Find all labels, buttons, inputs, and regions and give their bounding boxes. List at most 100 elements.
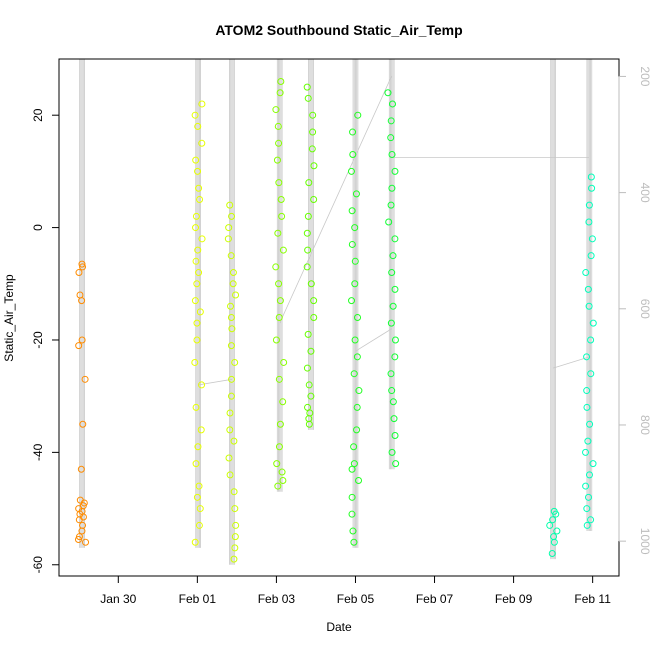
data-point [192, 403, 200, 411]
data-point [391, 353, 399, 361]
y2-tick-label: 800 [638, 415, 650, 435]
data-point [310, 195, 318, 203]
data-point [230, 488, 238, 496]
data-point [75, 516, 83, 524]
data-point [192, 460, 200, 468]
data-point [349, 128, 357, 136]
data-point [274, 122, 282, 130]
data-point [355, 387, 363, 395]
data-point [309, 128, 317, 136]
y-axis: -60 -40 -20 0 20 [31, 108, 59, 573]
y-axis-label: Static_Air_Temp [2, 274, 16, 362]
transit-line [279, 75, 393, 324]
data-point [583, 387, 591, 395]
y-tick-label: -60 [31, 556, 45, 574]
data-point [192, 224, 200, 232]
y2-tick-label: 400 [638, 183, 650, 203]
y-tick-label: 20 [31, 108, 45, 122]
data-point [192, 212, 200, 220]
data-point [390, 415, 398, 423]
data-point [273, 156, 281, 164]
data-point [389, 252, 397, 260]
data-point [305, 420, 313, 428]
data-point [354, 111, 362, 119]
data-point [553, 527, 561, 535]
data-point [191, 297, 199, 305]
data-point [193, 319, 201, 327]
y2-tick-label: 1000 [638, 528, 650, 555]
data-point [585, 218, 593, 226]
data-point [196, 308, 204, 316]
x-tick-label: Feb 11 [574, 592, 611, 606]
data-point [280, 358, 288, 366]
data-point [391, 432, 399, 440]
x-tick-label: Feb 09 [495, 592, 533, 606]
data-point [225, 454, 233, 462]
data-point [277, 77, 285, 85]
data-point [349, 151, 357, 159]
data-point [275, 314, 283, 321]
data-point [78, 297, 86, 305]
data-point [198, 235, 206, 243]
data-point [389, 100, 397, 108]
data-point [303, 364, 311, 372]
data-point [194, 246, 202, 254]
data-point [78, 260, 86, 268]
data-point [304, 246, 312, 254]
data-point [226, 201, 234, 209]
data-point [587, 516, 595, 524]
data-point [586, 420, 594, 428]
data-point [391, 285, 399, 293]
data-point [352, 190, 360, 198]
data-point [304, 330, 312, 338]
data-point [348, 207, 356, 215]
data-point [232, 291, 240, 299]
data-point [583, 403, 591, 411]
x-tick-label: Feb 07 [416, 592, 454, 606]
data-point [353, 403, 361, 411]
transit-line [552, 356, 590, 369]
data-point [304, 94, 312, 102]
data-point [194, 122, 202, 130]
data-point [589, 460, 597, 468]
data-point [587, 173, 595, 181]
data-point [351, 280, 359, 288]
data-point [304, 403, 312, 411]
data-point [197, 426, 205, 434]
data-point [384, 89, 392, 97]
data-point [353, 426, 361, 434]
data-point [272, 336, 280, 344]
data-point [224, 235, 232, 243]
data-point [275, 443, 283, 451]
data-point [275, 139, 283, 147]
data-point [227, 392, 235, 400]
data-point [230, 555, 238, 563]
data-point [228, 212, 236, 220]
data-point [277, 195, 285, 203]
data-point [305, 381, 313, 389]
data-point [582, 269, 590, 277]
data-point [348, 493, 356, 501]
data-point [228, 325, 236, 333]
data-point [348, 297, 356, 305]
data-point [549, 516, 557, 524]
y2-tick-label: 600 [638, 299, 650, 319]
transit-line [355, 328, 392, 352]
data-point [350, 370, 358, 378]
plot-frame [58, 58, 620, 577]
data-point [351, 224, 359, 232]
data-point [78, 527, 86, 535]
data-point [388, 387, 396, 395]
data-point [583, 353, 591, 361]
data-point [387, 201, 395, 209]
data-point [227, 314, 235, 321]
data-point [388, 151, 396, 159]
data-point [584, 285, 592, 293]
data-point [227, 252, 235, 260]
data-point [274, 229, 282, 237]
data-point [276, 89, 284, 97]
data-point [391, 336, 399, 344]
data-point [307, 347, 315, 355]
data-point [193, 336, 201, 344]
